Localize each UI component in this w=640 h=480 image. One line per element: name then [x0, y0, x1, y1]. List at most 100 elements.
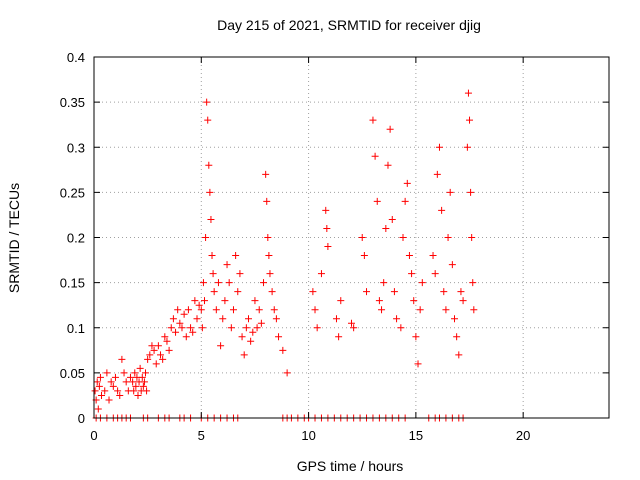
x-tick-label: 20: [516, 428, 530, 443]
data-point: [210, 288, 218, 296]
data-point: [140, 378, 148, 386]
data-point: [393, 315, 401, 323]
data-point: [309, 288, 317, 296]
data-point: [467, 188, 475, 196]
data-point: [429, 252, 437, 260]
y-tick-label: 0.25: [60, 185, 85, 200]
axis-ticks: [93, 56, 609, 419]
grid-lines: [94, 57, 609, 418]
data-point: [159, 355, 167, 363]
data-point: [264, 234, 272, 241]
data-point: [126, 373, 134, 381]
data-point: [217, 342, 225, 350]
y-tick-label: 0.4: [67, 50, 85, 65]
data-point: [375, 297, 383, 305]
data-point: [410, 297, 418, 305]
x-tick-labels: 0 5 10 15 20: [90, 428, 530, 443]
data-point: [442, 306, 450, 314]
data-point: [118, 355, 126, 363]
data-point: [371, 152, 379, 160]
data-point: [403, 179, 411, 187]
data-point: [390, 288, 398, 296]
data-point: [207, 215, 215, 223]
data-point: [247, 337, 255, 345]
data-point: [167, 324, 175, 332]
y-tick-label: 0.2: [67, 231, 85, 246]
data-point: [229, 306, 237, 314]
data-point: [205, 161, 213, 169]
data-point: [453, 333, 461, 341]
data-point: [459, 297, 467, 305]
data-point: [468, 234, 476, 241]
data-point: [212, 306, 220, 314]
data-point: [182, 333, 190, 341]
data-point: [95, 382, 103, 390]
data-point: [199, 279, 207, 287]
data-point: [169, 315, 177, 323]
data-point: [257, 319, 265, 327]
plot-frame: [93, 56, 610, 419]
data-point: [148, 342, 156, 350]
data-point: [184, 306, 192, 314]
data-point: [107, 378, 115, 386]
data-point: [208, 252, 216, 260]
data-point: [350, 324, 358, 332]
data-point: [101, 387, 109, 395]
data-point: [142, 369, 149, 377]
data-point: [260, 279, 268, 287]
data-point: [245, 315, 252, 323]
data-point: [223, 261, 231, 269]
data-point: [236, 270, 244, 278]
data-point: [262, 170, 270, 178]
data-point: [317, 270, 325, 278]
data-points: [91, 89, 478, 422]
data-point: [103, 369, 111, 377]
chart-title: Day 215 of 2021, SRMTID for receiver dji…: [217, 17, 481, 33]
data-point: [180, 310, 188, 318]
data-point: [283, 369, 291, 377]
y-tick-label: 0.15: [60, 276, 85, 291]
data-point: [139, 382, 147, 390]
data-point: [401, 197, 409, 205]
data-point: [444, 234, 452, 241]
data-point: [399, 234, 407, 241]
data-point: [448, 261, 456, 269]
data-point: [187, 324, 195, 332]
data-point: [131, 369, 139, 377]
data-point: [152, 360, 160, 368]
data-point: [279, 346, 287, 354]
data-point: [249, 328, 257, 336]
data-point: [238, 333, 246, 341]
data-point: [457, 288, 465, 296]
data-point: [116, 391, 124, 399]
data-point: [189, 328, 197, 336]
x-tick-label: 15: [409, 428, 423, 443]
data-point: [414, 360, 422, 368]
data-point: [174, 306, 182, 314]
data-point: [433, 170, 441, 178]
data-point: [440, 288, 448, 296]
data-point: [96, 373, 104, 381]
data-point: [332, 315, 340, 323]
data-point: [214, 279, 222, 287]
data-point: [234, 288, 242, 296]
data-point: [412, 333, 420, 341]
data-point: [204, 116, 212, 124]
data-point: [455, 351, 463, 359]
data-point: [369, 116, 377, 124]
data-point: [373, 197, 381, 205]
data-point: [172, 328, 180, 336]
data-point: [93, 378, 101, 386]
data-point: [451, 315, 458, 323]
data-point: [268, 288, 276, 296]
y-tick-label: 0: [78, 411, 85, 426]
data-point: [197, 306, 205, 314]
data-point: [388, 215, 396, 223]
data-point: [464, 89, 472, 97]
data-point: [313, 324, 321, 332]
y-tick-label: 0.3: [67, 140, 85, 155]
data-point: [150, 346, 158, 354]
data-point: [431, 270, 439, 278]
data-point: [138, 373, 146, 381]
data-point: [335, 333, 343, 341]
